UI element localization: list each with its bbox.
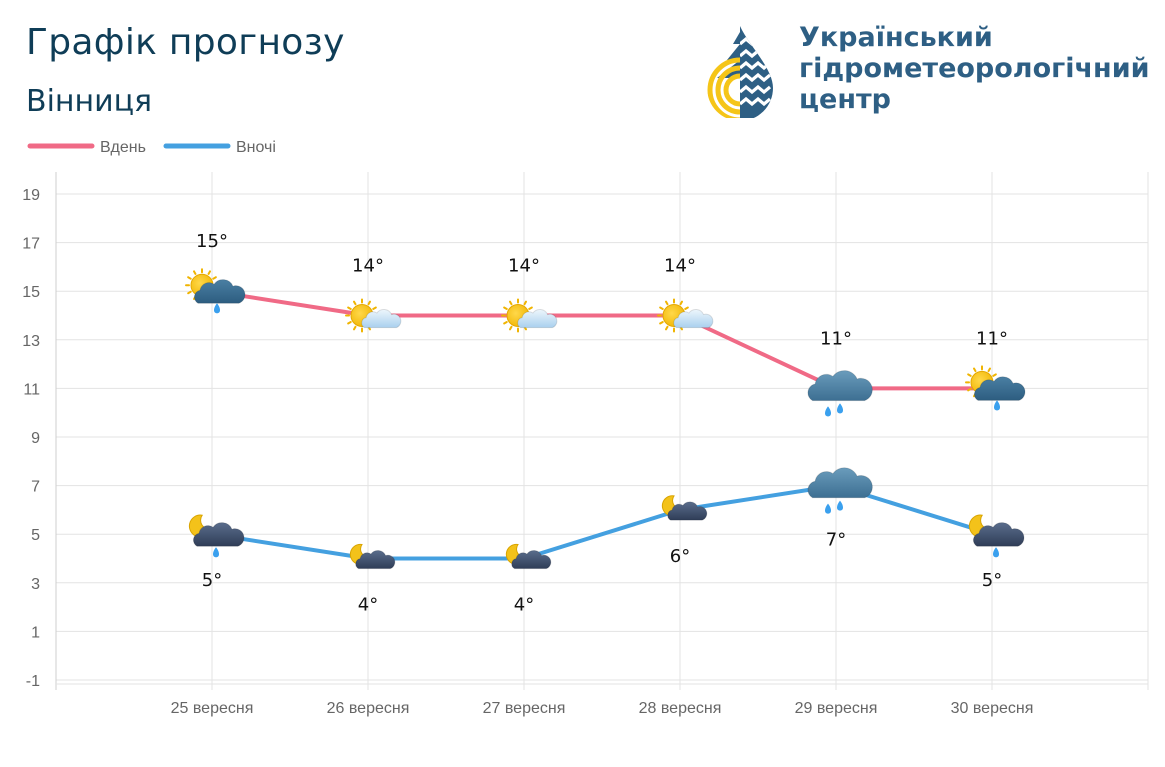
y-tick-label: 11 bbox=[23, 381, 40, 398]
moon-cloud-rain-icon bbox=[188, 514, 245, 558]
day-value-label: 14° bbox=[352, 256, 384, 277]
cloud-rain-icon bbox=[807, 370, 873, 417]
legend-night-label: Вночі bbox=[236, 139, 276, 156]
legend: Вдень Вночі bbox=[27, 139, 276, 156]
legend-day-label: Вдень bbox=[100, 139, 146, 156]
night-series-line bbox=[211, 483, 993, 561]
x-tick-label: 26 вересня bbox=[327, 700, 410, 717]
night-value-label: 5° bbox=[202, 570, 222, 591]
night-value-label: 6° bbox=[670, 546, 690, 567]
y-tick-label: 15 bbox=[22, 284, 40, 301]
sun-cloud-icon bbox=[345, 298, 402, 333]
moon-cloud-icon bbox=[661, 495, 708, 521]
night-value-label: 5° bbox=[982, 570, 1002, 591]
legend-item-day[interactable]: Вдень bbox=[27, 139, 146, 156]
y-tick-label: -1 bbox=[26, 673, 40, 690]
y-axis: 19 17 15 13 11 9 7 5 3 1 -1 bbox=[22, 187, 40, 690]
y-tick-label: 13 bbox=[22, 333, 40, 350]
cloud-rain-icon bbox=[807, 467, 873, 514]
grid bbox=[55, 172, 1149, 690]
x-tick-label: 29 вересня bbox=[795, 700, 878, 717]
y-tick-label: 17 bbox=[22, 236, 40, 253]
night-value-label: 4° bbox=[358, 595, 378, 616]
moon-cloud-icon bbox=[505, 543, 552, 570]
chart-title: Графік прогнозу bbox=[26, 22, 345, 63]
night-value-label: 4° bbox=[514, 595, 534, 616]
night-value-label: 7° bbox=[826, 530, 846, 551]
weather-icons bbox=[185, 268, 1026, 570]
drop-logo-icon bbox=[707, 26, 773, 118]
day-value-label: 14° bbox=[508, 256, 540, 277]
organization-name: Український гідрометеорологічний центр bbox=[799, 22, 1150, 115]
sun-cloud-icon bbox=[657, 298, 714, 333]
x-axis: 25 вересня 26 вересня 27 вересня 28 вересня… bbox=[171, 700, 1034, 717]
x-tick-label: 28 вересня bbox=[639, 700, 722, 717]
y-tick-label: 5 bbox=[31, 527, 40, 544]
y-tick-label: 9 bbox=[31, 430, 40, 447]
value-labels: 15° 14° 14° 14° 11° 11° 5° 4° 4° 6° 7° 5° bbox=[196, 231, 1008, 615]
x-tick-label: 30 вересня bbox=[951, 700, 1034, 717]
day-value-label: 15° bbox=[196, 231, 228, 252]
organization-name-line-1: Український bbox=[799, 22, 993, 53]
x-tick-label: 25 вересня bbox=[171, 700, 254, 717]
sun-cloud-rain-icon bbox=[965, 365, 1026, 411]
day-value-label: 11° bbox=[820, 328, 852, 349]
y-tick-label: 7 bbox=[31, 479, 40, 496]
y-tick-label: 19 bbox=[22, 187, 40, 204]
organization-name-line-2: гідрометеорологічний bbox=[799, 53, 1150, 84]
legend-item-night[interactable]: Вночі bbox=[163, 139, 276, 156]
y-tick-label: 1 bbox=[31, 624, 40, 641]
organization-name-line-3: центр bbox=[799, 84, 891, 115]
moon-cloud-rain-icon bbox=[968, 514, 1025, 558]
moon-cloud-icon bbox=[349, 543, 396, 570]
series-lines bbox=[211, 289, 993, 561]
sun-cloud-rain-icon bbox=[185, 268, 246, 314]
day-value-label: 14° bbox=[664, 256, 696, 277]
y-tick-label: 3 bbox=[31, 576, 40, 593]
x-tick-label: 27 вересня bbox=[483, 700, 566, 717]
city-name: Вінниця bbox=[26, 84, 153, 119]
day-value-label: 11° bbox=[976, 328, 1008, 349]
sun-cloud-icon bbox=[501, 298, 558, 333]
